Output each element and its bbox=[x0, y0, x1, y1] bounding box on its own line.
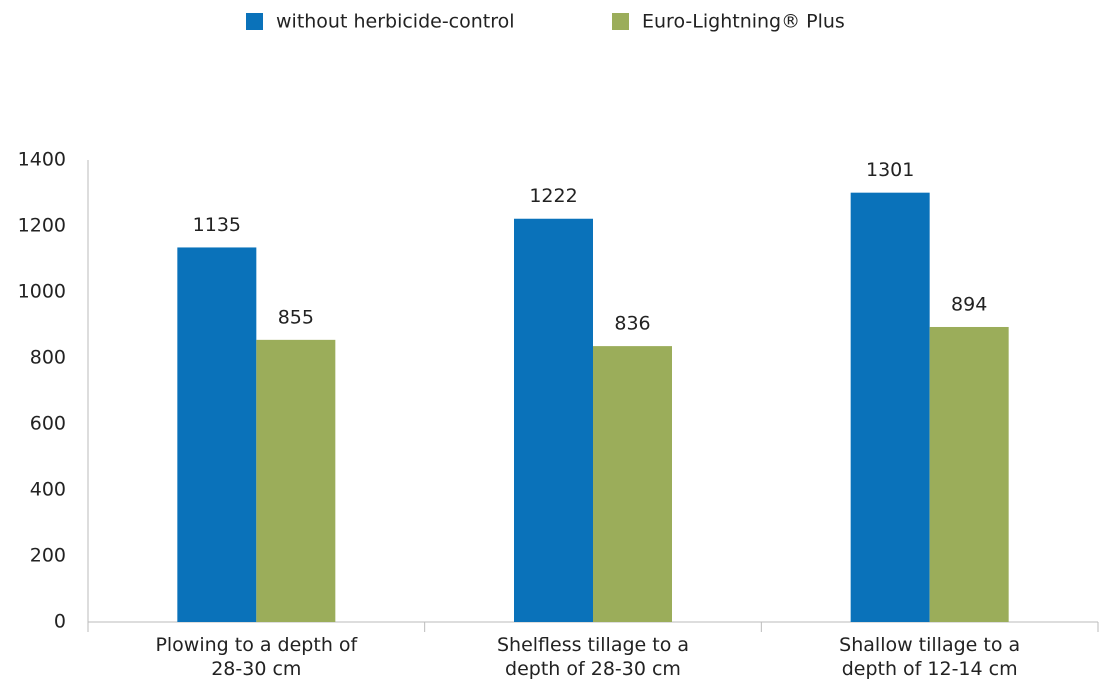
value-label: 1222 bbox=[529, 185, 577, 207]
bar bbox=[929, 326, 1009, 622]
y-tick-label: 1200 bbox=[18, 215, 66, 237]
y-tick-label: 0 bbox=[54, 611, 66, 633]
value-label: 1135 bbox=[193, 214, 241, 236]
x-tick-label-line: Plowing to a depth of bbox=[155, 634, 358, 656]
legend-label: without herbicide-control bbox=[276, 11, 515, 33]
bar bbox=[177, 247, 257, 622]
bar bbox=[593, 346, 672, 622]
y-tick-label: 1400 bbox=[18, 149, 66, 171]
value-label: 1301 bbox=[866, 159, 914, 181]
x-tick-label-line: Shallow tillage to a bbox=[839, 634, 1020, 656]
y-tick-label: 800 bbox=[30, 347, 66, 369]
y-tick-label: 400 bbox=[30, 479, 66, 501]
legend-swatch bbox=[246, 13, 263, 30]
x-tick-label-line: Shelfless tillage to a bbox=[497, 634, 689, 656]
x-tick-label-line: depth of 12-14 cm bbox=[842, 658, 1018, 680]
legend-label: Euro-Lightning® Plus bbox=[642, 11, 845, 33]
value-label: 855 bbox=[278, 306, 314, 328]
bar bbox=[850, 192, 930, 623]
bar bbox=[514, 218, 593, 623]
x-tick-label: Shallow tillage to a depth of 12-14 cm bbox=[839, 634, 1020, 680]
value-label: 836 bbox=[614, 313, 650, 335]
value-label: 894 bbox=[951, 293, 987, 315]
y-tick-label: 1000 bbox=[18, 281, 66, 303]
x-tick-label: Shelfless tillage to a depth of 28-30 cm bbox=[497, 634, 689, 680]
bar bbox=[256, 339, 336, 622]
y-tick-label: 200 bbox=[30, 545, 66, 567]
x-tick-label-line: depth of 28-30 cm bbox=[505, 658, 681, 680]
x-tick-label-line: 28-30 cm bbox=[211, 658, 301, 680]
legend-swatch bbox=[612, 13, 629, 30]
y-tick-label: 600 bbox=[30, 413, 66, 435]
x-tick-label: Plowing to a depth of 28-30 cm bbox=[155, 634, 358, 680]
